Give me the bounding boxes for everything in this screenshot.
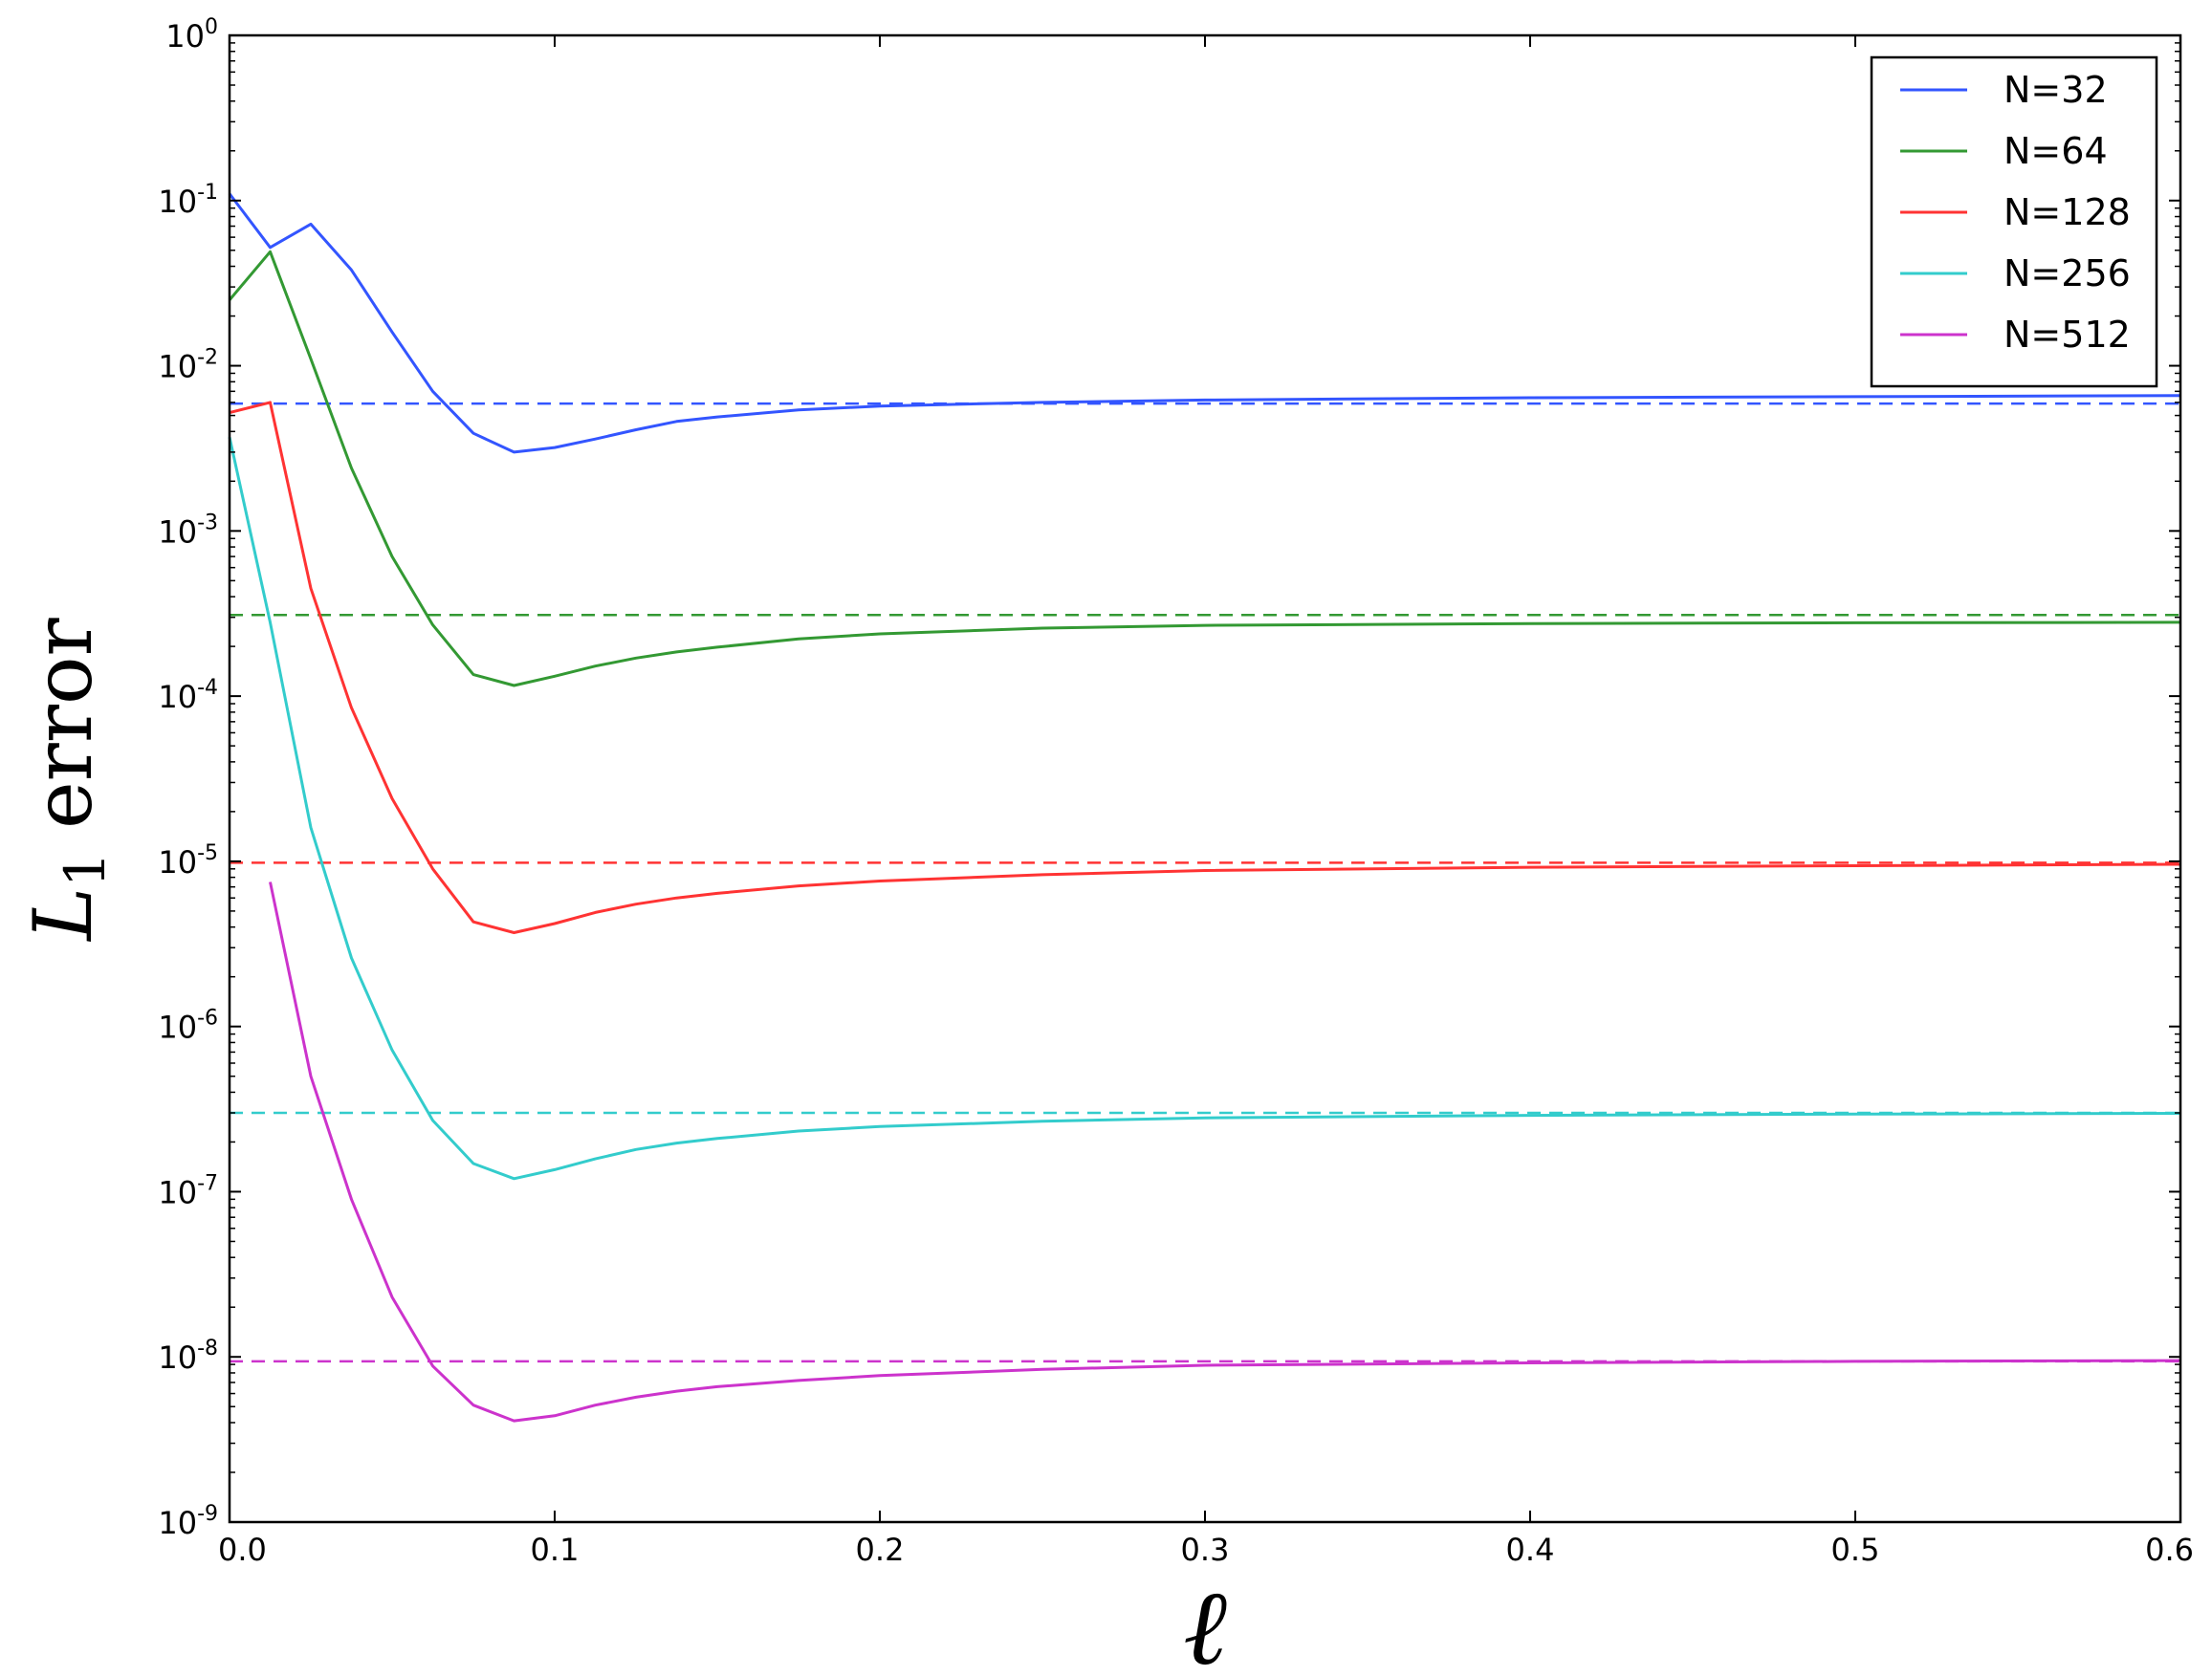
series-4 (230, 882, 2181, 1423)
y-tick-label: 10-2 (158, 346, 218, 385)
legend-label: N=512 (2004, 314, 2131, 356)
x-tick-label: 0.1 (531, 1532, 580, 1568)
series-2 (229, 401, 2181, 934)
series-1 (228, 250, 2181, 687)
y-axis-title: L1 error (16, 617, 118, 942)
x-tick-label: 0.3 (1181, 1532, 1230, 1568)
series-3-line (228, 436, 2181, 1181)
y-tick-label: 10-6 (158, 1007, 218, 1046)
y-tick-label: 10-8 (158, 1337, 218, 1376)
x-axis-title: ℓ (1183, 1566, 1227, 1676)
legend-box (1870, 55, 2158, 388)
y-tick-label: 10-1 (158, 181, 218, 220)
y-tick-label: 10-9 (158, 1502, 218, 1541)
legend: N=32 N=64 N=128 N=256 N=512 (1870, 55, 2158, 388)
y-axis-title-subscript: 1 (53, 852, 118, 887)
series-0 (228, 192, 2181, 454)
legend-label: N=128 (2004, 191, 2131, 233)
x-tick-label: 0.6 (2145, 1532, 2194, 1568)
series-1-line (228, 250, 2181, 687)
y-tick-label: 100 (165, 15, 218, 54)
y-tick-label: 10-5 (158, 841, 218, 881)
legend-label: N=32 (2004, 69, 2108, 111)
y-tick-label: 10-3 (158, 511, 218, 550)
ticks-layer: 0.0 0.1 0.2 0.3 0.4 0.5 0.6 100 10-1 10-2 10-3 10-4… (158, 15, 2194, 1568)
x-tick-label: 0.2 (856, 1532, 905, 1568)
y-tick-label: 10-4 (158, 676, 218, 715)
series-4-line (269, 882, 2181, 1423)
y-axis-title-symbol: L (16, 887, 110, 943)
svg-text:L1error: L1 error (16, 617, 118, 942)
legend-label: N=256 (2004, 252, 2131, 294)
y-axis-title-text: error (16, 617, 110, 829)
series-3 (228, 436, 2181, 1181)
x-tick-label: 0.5 (1831, 1532, 1880, 1568)
x-tick-label: 0.4 (1506, 1532, 1555, 1568)
series-0-line (228, 192, 2181, 454)
series-2-line (229, 401, 2181, 934)
series-layer (228, 192, 2181, 1423)
legend-label: N=64 (2004, 130, 2108, 172)
x-tick-label: 0.0 (218, 1532, 267, 1568)
y-tick-label: 10-7 (158, 1171, 218, 1210)
